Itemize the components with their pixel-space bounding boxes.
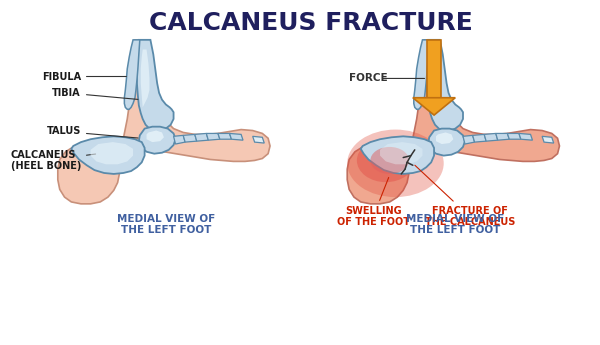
Polygon shape	[484, 134, 498, 141]
Ellipse shape	[347, 130, 444, 197]
Ellipse shape	[370, 147, 409, 174]
Polygon shape	[542, 136, 554, 143]
Polygon shape	[436, 132, 454, 144]
Polygon shape	[146, 130, 164, 142]
Text: FORCE: FORCE	[349, 73, 388, 83]
Text: FRACTURE OF
THE CALCANEUS: FRACTURE OF THE CALCANEUS	[415, 165, 515, 227]
Polygon shape	[473, 135, 486, 142]
Text: TIBIA: TIBIA	[52, 88, 138, 99]
Polygon shape	[124, 40, 140, 109]
Polygon shape	[414, 40, 429, 109]
Polygon shape	[91, 142, 133, 164]
Text: FIBULA: FIBULA	[42, 71, 127, 81]
Polygon shape	[508, 134, 521, 139]
Polygon shape	[519, 134, 532, 140]
Polygon shape	[195, 134, 208, 141]
Polygon shape	[496, 134, 509, 140]
Polygon shape	[463, 135, 475, 144]
Polygon shape	[361, 136, 434, 174]
Text: MEDIAL VIEW OF
THE LEFT FOOT: MEDIAL VIEW OF THE LEFT FOOT	[117, 214, 215, 235]
Polygon shape	[58, 40, 270, 204]
Text: CALCANEUS FRACTURE: CALCANEUS FRACTURE	[149, 11, 472, 35]
Polygon shape	[428, 129, 465, 156]
Polygon shape	[430, 49, 439, 107]
Polygon shape	[173, 135, 185, 144]
Polygon shape	[413, 98, 455, 115]
Ellipse shape	[357, 139, 415, 182]
Polygon shape	[347, 40, 559, 204]
Text: MEDIAL VIEW OF
THE LEFT FOOT: MEDIAL VIEW OF THE LEFT FOOT	[406, 214, 505, 235]
Polygon shape	[427, 40, 463, 130]
Polygon shape	[253, 136, 264, 143]
Polygon shape	[141, 49, 149, 107]
Polygon shape	[206, 134, 220, 140]
Text: CALCANEUS
(HEEL BONE): CALCANEUS (HEEL BONE)	[11, 150, 95, 171]
Text: TALUS: TALUS	[47, 127, 138, 138]
Polygon shape	[380, 142, 422, 164]
Polygon shape	[183, 135, 197, 142]
Polygon shape	[71, 136, 145, 174]
Polygon shape	[139, 127, 175, 154]
Text: SWELLING
OF THE FOOT: SWELLING OF THE FOOT	[337, 177, 410, 227]
Polygon shape	[427, 40, 441, 100]
Polygon shape	[218, 134, 232, 139]
Polygon shape	[137, 40, 173, 130]
Polygon shape	[230, 134, 243, 140]
